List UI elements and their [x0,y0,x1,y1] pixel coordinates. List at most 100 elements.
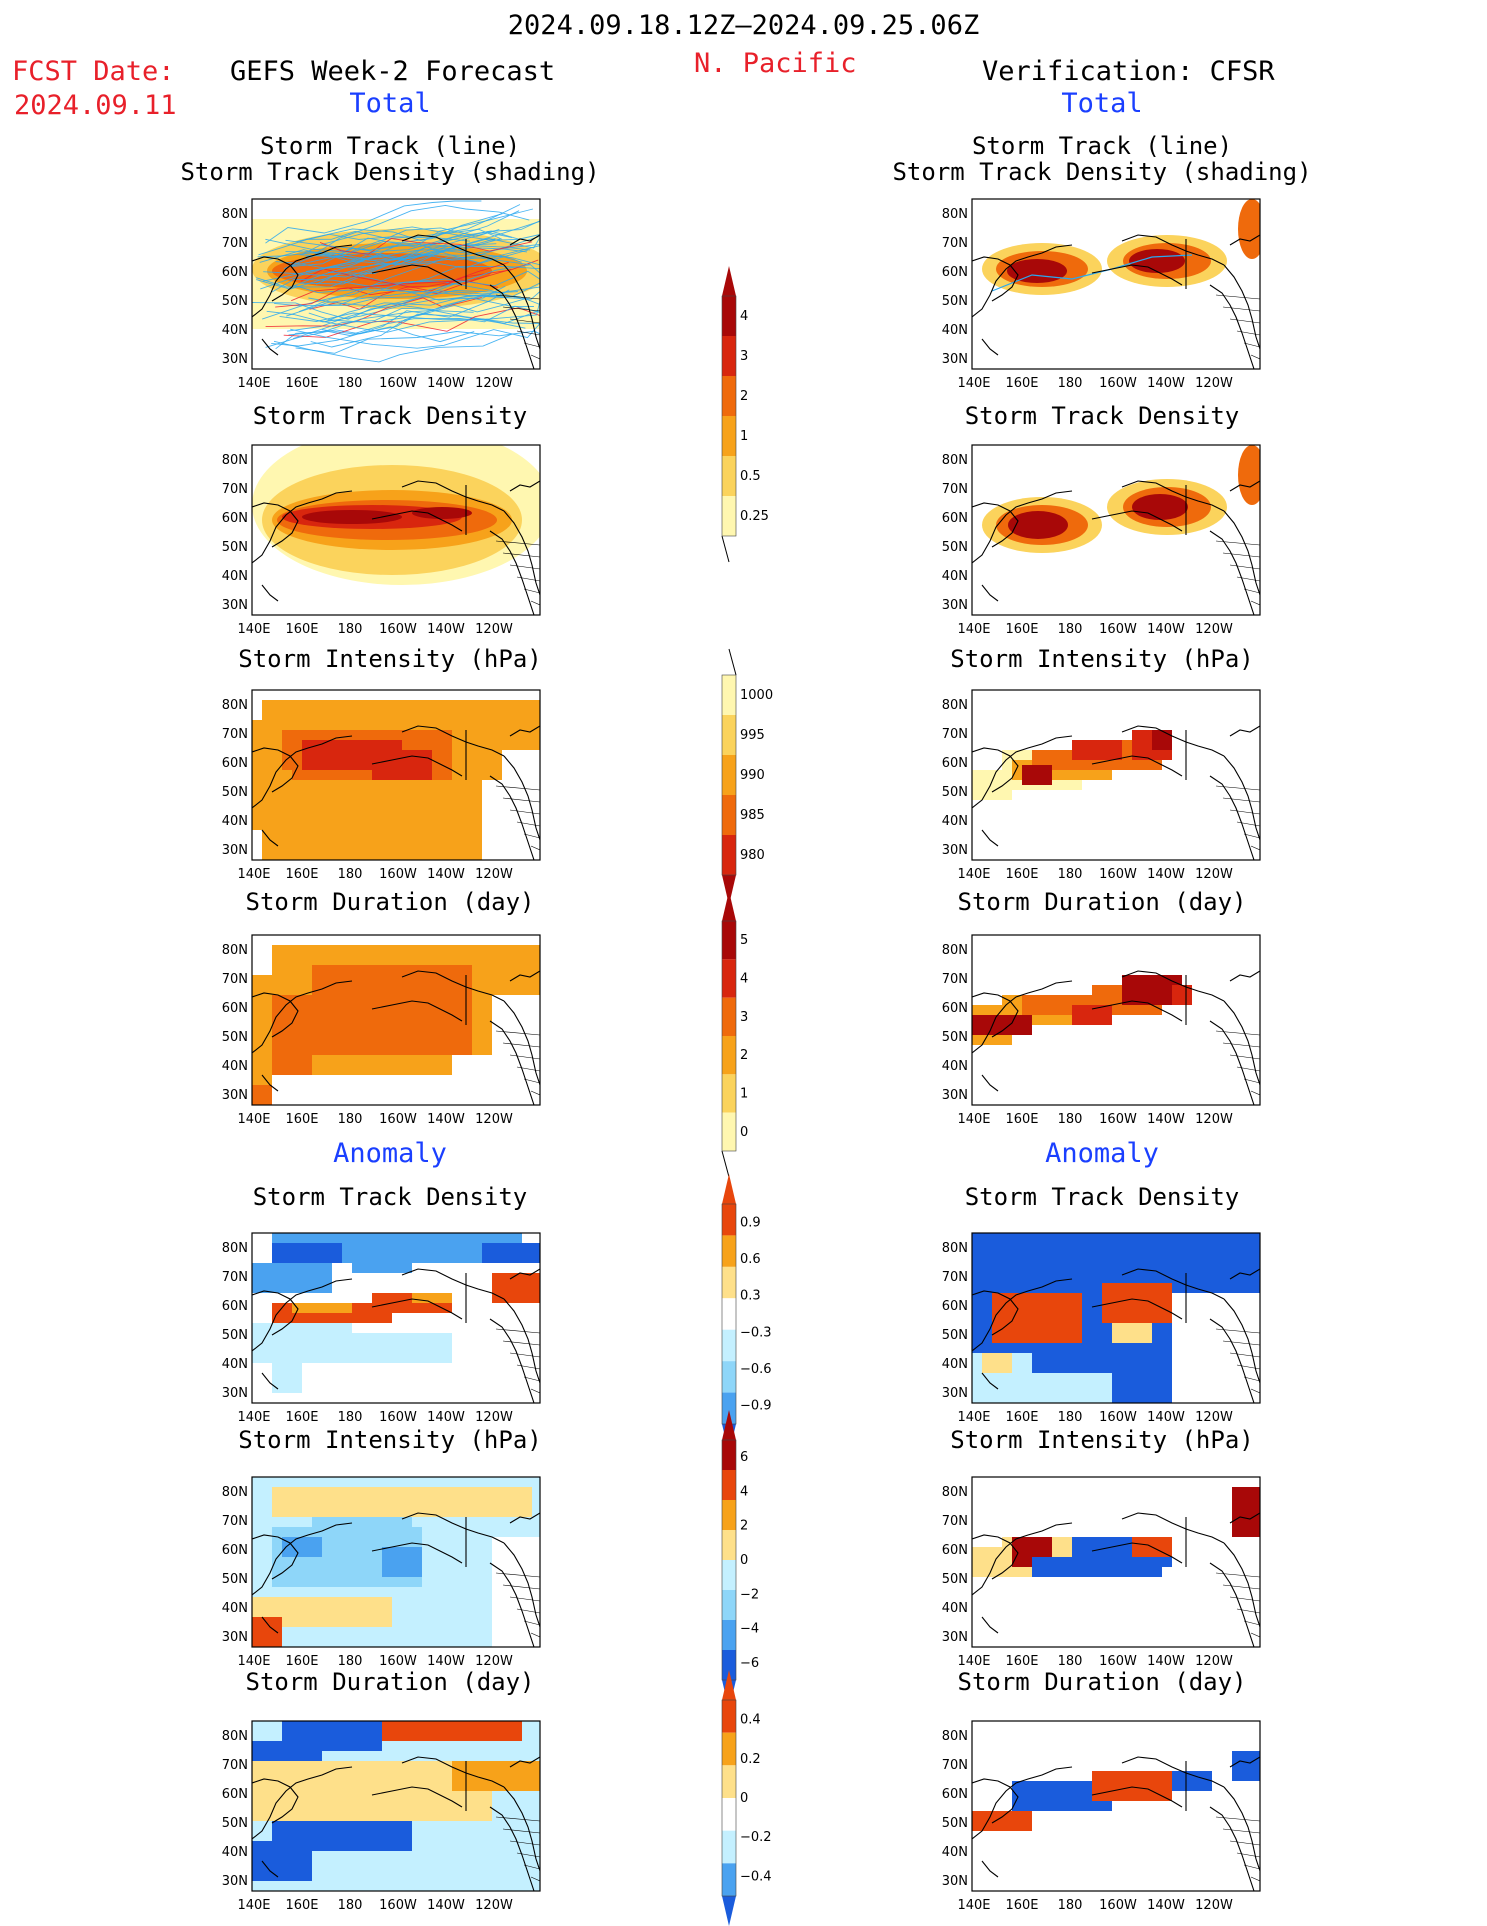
duration-cell [972,1015,1032,1035]
border-line [1215,1816,1260,1822]
anomaly-cell [972,1811,1032,1831]
intensity-cell [1022,765,1052,785]
lon-tick-label: 160E [285,376,318,391]
border-line [502,1340,540,1346]
colorbar-segment [722,1590,736,1620]
coastline [252,502,299,548]
coastline [261,338,279,356]
lat-tick-label: 40N [222,1357,248,1372]
verification-total-duration-map: 140E 160E 180 160W 140W 120W 80N 70N 60N 50N 40N 30… [942,934,1261,1127]
lat-tick-label: 50N [222,785,248,800]
colorbar-arrow [721,1150,730,1178]
border-line [1250,354,1260,360]
storm-track-line [259,232,513,263]
border-line [1229,1840,1260,1846]
coastline [1121,1756,1225,1788]
border-line [523,1620,540,1626]
storm-track-line [252,282,457,320]
colorbar-frame [721,1699,737,1897]
border-line [1215,540,1260,546]
colorbar-label: 6 [740,1450,748,1465]
map-frame [971,1232,1261,1404]
storm-track-line [265,200,482,244]
coastline [972,490,1073,564]
lon-tick-label: 160E [1005,867,1038,882]
title-track-shading-left: Storm Track Density (shading) [180,158,600,186]
coastline [401,970,505,1002]
region-title: N. Pacific [694,48,857,79]
storm-track-line [296,228,502,243]
lon-tick-label: 160W [379,867,417,882]
forecast-total-density-map: 140E 160E 180 160W 140W 120W 80N 70N 60N 50N 40N 30… [222,444,541,637]
lat-tick-label: 50N [942,785,968,800]
coastline [972,992,1019,1038]
colorbar-label: 5 [740,933,748,948]
lat-tick-label: 50N [222,1328,248,1343]
coastline [401,1756,505,1788]
colorbar-label: −0.2 [740,1830,772,1845]
period-title: 2024.09.18.12Z–2024.09.25.06Z [507,10,980,41]
coastline [503,1000,540,1086]
lon-tick-label: 120W [1195,622,1233,637]
lat-tick-label: 60N [222,1543,248,1558]
map-frame [251,1232,541,1404]
lon-tick-label: 140E [957,1112,990,1127]
lat-tick-label: 70N [222,972,248,987]
lon-tick-label: 140W [1147,376,1185,391]
lat-tick-label: 50N [942,1030,968,1045]
coastline [1091,510,1183,532]
lon-tick-label: 120W [475,1898,513,1913]
border-line [1222,1584,1260,1590]
colorbar-segment [722,1530,736,1560]
coastline [1209,1806,1255,1891]
border-line [1229,564,1260,570]
colorbar-segment [722,1361,736,1393]
colorbar-arrow [722,1174,736,1204]
lon-tick-label: 140W [1147,1112,1185,1127]
colorbar-segment [722,1765,736,1798]
left-model-title: GEFS Week-2 Forecast [230,56,556,87]
lat-tick-label: 30N [222,843,248,858]
colorbar-arrow [722,875,736,905]
colorbar-label: 4 [740,309,748,324]
map-frame [971,444,1261,616]
colorbar-segment [722,1620,736,1650]
border-line [509,1054,540,1060]
colorbar-label: 2 [740,1048,748,1063]
lon-tick-label: 180 [338,1410,363,1425]
lat-tick-label: 30N [942,1088,968,1103]
storm-track-line [991,254,1193,292]
title-intensity-left: Storm Intensity (hPa) [238,645,542,673]
lon-tick-label: 120W [475,1410,513,1425]
lat-tick-label: 60N [222,265,248,280]
lat-tick-label: 70N [222,1270,248,1285]
coastline [1223,1542,1260,1628]
border-line [509,1840,540,1846]
coastline [1091,1542,1183,1564]
left-total-label: Total [349,88,431,119]
storm-track-line [305,204,521,240]
anomaly-cell [272,1243,342,1263]
border-line [1236,1364,1260,1370]
density-shade [1008,511,1068,539]
anomaly-cell [1092,1771,1172,1801]
coastline [972,256,1019,302]
colorbar-segment [722,456,736,496]
lat-tick-label: 80N [942,1241,968,1256]
lat-tick-label: 50N [942,540,968,555]
colorbar-intensity: 1000 995 990 985 980 [721,648,773,905]
storm-track-line [318,270,540,306]
lat-tick-label: 70N [222,482,248,497]
lat-tick-label: 70N [942,972,968,987]
coastline [489,1318,535,1403]
border-line [1250,1632,1260,1638]
border-line [1222,306,1260,312]
coastline [1229,1756,1260,1768]
fcst-date-value: 2024.09.11 [14,90,177,121]
coastline [371,510,463,532]
coastline [401,1268,505,1300]
verification-anomaly-density-map: 140E 160E 180 160W 140W 120W 80N 70N 60N 50N 40N 30… [942,1232,1261,1425]
anomaly-cell [492,1537,540,1647]
border-line [530,1090,540,1096]
right-total-label: Total [1061,88,1143,119]
